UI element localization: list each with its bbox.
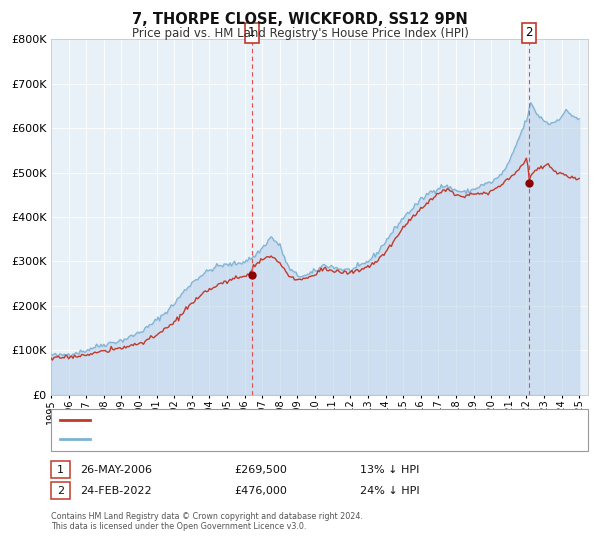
Text: 24% ↓ HPI: 24% ↓ HPI (360, 486, 419, 496)
Text: 24-FEB-2022: 24-FEB-2022 (80, 486, 151, 496)
Text: 1: 1 (57, 465, 64, 475)
Text: 13% ↓ HPI: 13% ↓ HPI (360, 465, 419, 475)
Text: Contains HM Land Registry data © Crown copyright and database right 2024.: Contains HM Land Registry data © Crown c… (51, 512, 363, 521)
Text: 7, THORPE CLOSE, WICKFORD, SS12 9PN: 7, THORPE CLOSE, WICKFORD, SS12 9PN (132, 12, 468, 27)
Text: 26-MAY-2006: 26-MAY-2006 (80, 465, 152, 475)
Text: 7, THORPE CLOSE, WICKFORD, SS12 9PN (detached house): 7, THORPE CLOSE, WICKFORD, SS12 9PN (det… (96, 415, 404, 425)
Text: 1: 1 (248, 26, 256, 39)
Text: 2: 2 (525, 26, 533, 39)
Text: Price paid vs. HM Land Registry's House Price Index (HPI): Price paid vs. HM Land Registry's House … (131, 27, 469, 40)
Text: HPI: Average price, detached house, Basildon: HPI: Average price, detached house, Basi… (96, 435, 334, 445)
Text: This data is licensed under the Open Government Licence v3.0.: This data is licensed under the Open Gov… (51, 522, 307, 531)
Text: £476,000: £476,000 (234, 486, 287, 496)
Text: £269,500: £269,500 (234, 465, 287, 475)
Text: 2: 2 (57, 486, 64, 496)
